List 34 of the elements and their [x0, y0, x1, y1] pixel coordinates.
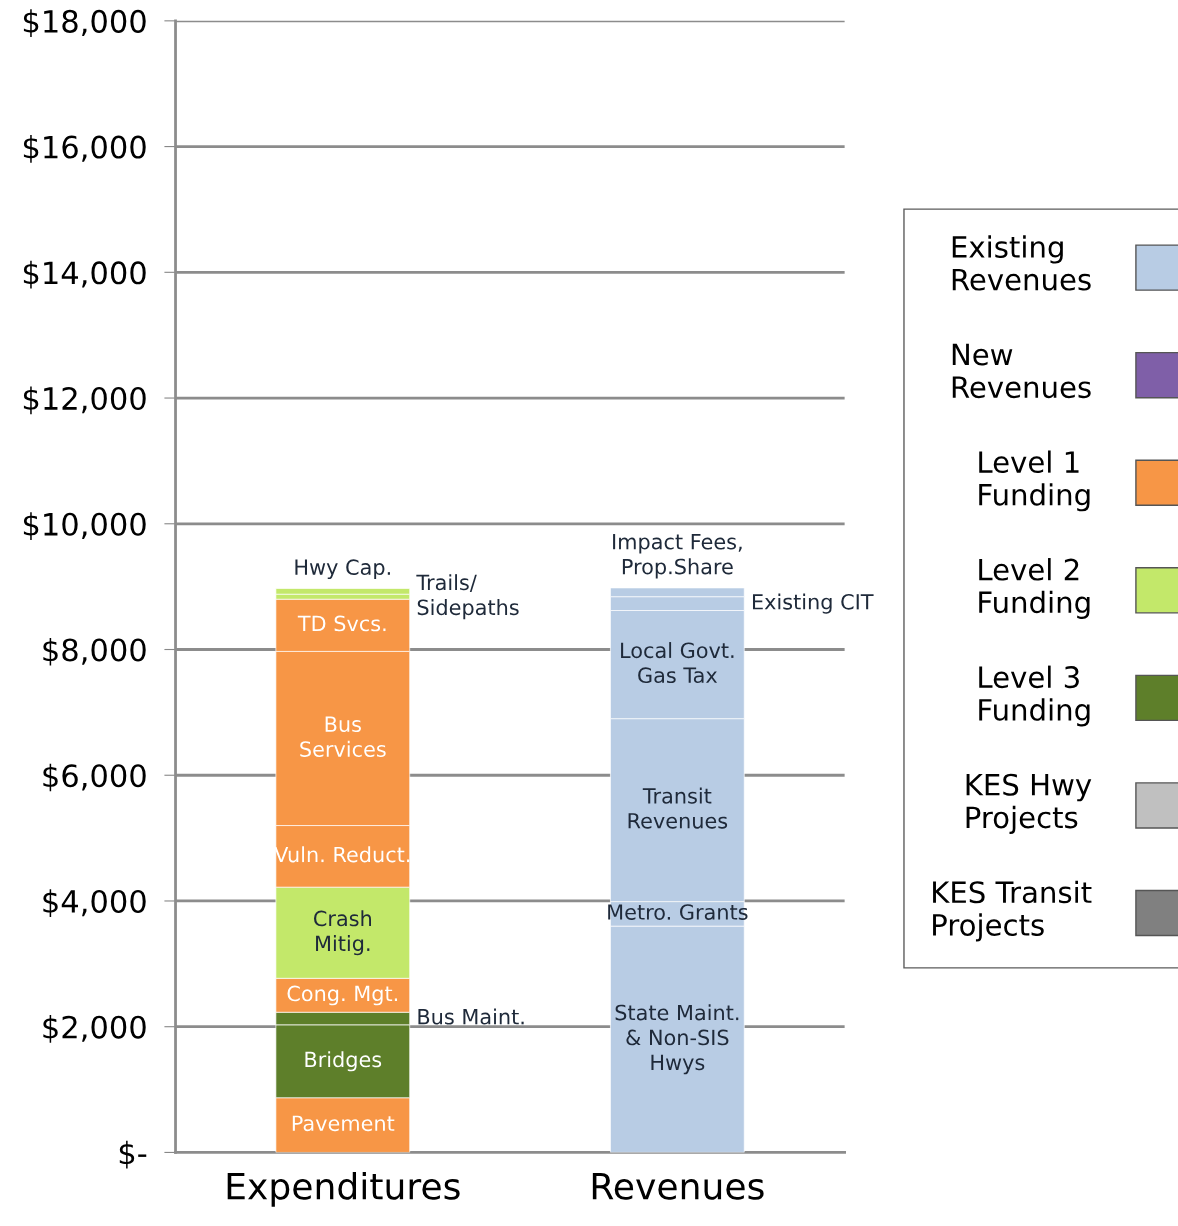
series-label: State Maint. & Non-SIS Hwys — [615, 1004, 739, 1075]
series-label: Local Govt. Gas Tax — [621, 642, 734, 684]
series-label: Bridges — [305, 1051, 382, 1072]
series-label: Cong. Mgt. — [287, 985, 398, 1006]
series-label: Crash Mitig. — [314, 910, 371, 956]
series-label: Bus Maint. — [418, 1008, 524, 1025]
legend-label: KES Transit Projects — [933, 880, 1092, 942]
x-tick-label: Revenues — [592, 1173, 764, 1200]
series-label: Pavement — [292, 1115, 395, 1132]
legend-label: Level 2 Funding — [979, 558, 1090, 619]
y-tick-label: $2,000 — [43, 1015, 146, 1043]
series-label: Hwy Cap. — [295, 559, 390, 580]
series-label: Transit Revenues — [628, 787, 728, 829]
y-tick-label: $12,000 — [23, 386, 146, 415]
series-label: Existing CIT — [753, 593, 874, 614]
series-label: Impact Fees, Prop.Share — [613, 534, 742, 579]
series-label: Bus Services — [300, 716, 386, 757]
series-label: Trails/ Sidepaths — [416, 574, 519, 620]
y-tick-label: $4,000 — [43, 889, 146, 918]
legend-label: KES Hwy Projects — [966, 773, 1092, 835]
y-tick-label: $- — [119, 1140, 147, 1169]
series-label: Metro. Grants — [608, 904, 748, 920]
legend-label: Level 3 Funding — [979, 665, 1090, 727]
y-tick-label: $10,000 — [23, 512, 146, 540]
legend-label: New Revenues — [952, 343, 1091, 399]
legend-label: Level 1 Funding — [979, 450, 1090, 512]
y-tick-label: $16,000 — [23, 134, 146, 163]
legend-label: Existing Revenues — [952, 235, 1091, 291]
y-tick-label: $8,000 — [43, 637, 146, 666]
y-tick-label: $6,000 — [43, 763, 146, 792]
y-tick-label: $14,000 — [23, 260, 146, 289]
y-tick-label: $18,000 — [23, 9, 146, 37]
series-label: TD Svcs. — [297, 615, 386, 632]
x-tick-label: Expenditures — [227, 1171, 460, 1207]
